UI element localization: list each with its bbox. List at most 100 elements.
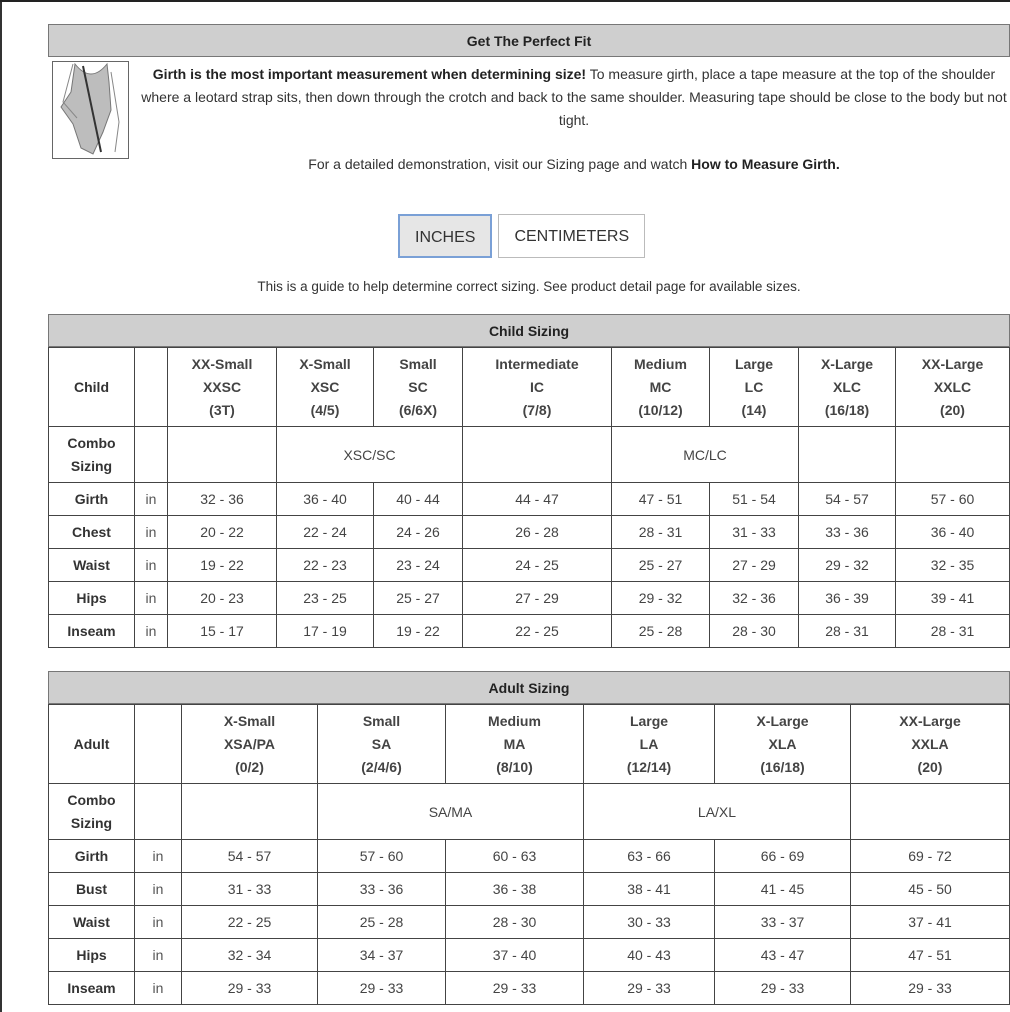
measure-value: 20 - 23 [167,581,277,615]
measure-value: 54 - 57 [798,482,896,516]
measure-value: 32 - 35 [895,548,1010,582]
unit-label: in [134,515,168,549]
combo-label: Combo Sizing [48,783,135,840]
measure-value: 44 - 47 [462,482,612,516]
size-header-line: XLC [833,378,861,395]
size-header-line: (3T) [209,401,235,418]
measure-value: 37 - 41 [850,905,1010,939]
size-header: X-Large XLA (16/18) [714,704,851,784]
unit-label: in [134,938,182,972]
size-header: XX-Large XXLA (20) [850,704,1010,784]
size-header-line: Small [362,712,401,729]
size-header-line: Intermediate [495,355,579,372]
size-header-line: SC [408,378,428,395]
measure-row: Inseam in 15 - 17 17 - 19 19 - 22 22 - 25 25 -… [48,614,1010,648]
measure-value: 31 - 33 [181,872,318,906]
measure-value: 29 - 33 [714,971,851,1005]
measure-value: 69 - 72 [850,839,1010,873]
measure-value: 28 - 31 [798,614,896,648]
size-chart: Get The Perfect Fit Girth is the most im… [48,24,1010,1005]
size-header-line: Large [734,355,774,372]
measure-label: Waist [48,905,135,939]
girth-instructions: Girth is the most important measurement … [138,63,1010,132]
size-header: Medium MC (10/12) [611,347,710,427]
measure-value: 25 - 28 [317,905,446,939]
measure-value: 28 - 31 [611,515,710,549]
measure-value: 29 - 32 [611,581,710,615]
unit-label: in [134,614,168,648]
header-row: Adult X-Small XSA/PA (0/2) Small SA (2/4/6) Med… [48,704,1010,784]
size-header-line: XX-Small [191,355,253,372]
size-header-line: (12/14) [626,758,672,775]
combo-row: Combo Sizing XSC/SC MC/LC [48,426,1010,483]
measure-value: 33 - 37 [714,905,851,939]
combo-cell: LA/XL [583,783,851,840]
combo-cell [167,426,277,483]
measure-value: 26 - 28 [462,515,612,549]
size-header: Small SC (6/6X) [373,347,463,427]
corner-label: Adult [48,704,135,784]
child-sizing-section: Child Sizing Child XX-Small XXSC (3T) X-Smal… [48,314,1010,648]
measure-value: 60 - 63 [445,839,584,873]
combo-cell [798,426,896,483]
size-header-line: XX-Large [899,712,961,729]
measure-value: 36 - 38 [445,872,584,906]
guide-note: This is a guide to help determine correc… [257,279,801,294]
measure-value: 30 - 33 [583,905,715,939]
measure-value: 20 - 22 [167,515,277,549]
measure-value: 40 - 43 [583,938,715,972]
measure-value: 32 - 34 [181,938,318,972]
size-header-line: (14) [741,401,767,418]
measure-value: 23 - 24 [373,548,463,582]
measure-value: 32 - 36 [167,482,277,516]
unit-label: in [134,971,182,1005]
unit-label: in [134,905,182,939]
leotard-girth-illustration [52,61,129,159]
size-header-line: (7/8) [522,401,552,418]
measure-value: 51 - 54 [709,482,799,516]
how-to-measure-link[interactable]: How to Measure Girth. [691,156,840,172]
size-header: XX-Large XXLC (20) [895,347,1010,427]
inches-button[interactable]: INCHES [398,214,493,258]
measure-row: Bust in 31 - 33 33 - 36 36 - 38 38 - 41 41 - 4… [48,872,1010,906]
measure-value: 32 - 36 [709,581,799,615]
measure-value: 29 - 33 [181,971,318,1005]
measure-value: 15 - 17 [167,614,277,648]
measure-label: Hips [48,938,135,972]
unit-label: in [134,872,182,906]
size-header-line: MA [503,735,526,752]
measure-value: 19 - 22 [167,548,277,582]
size-header: XX-Small XXSC (3T) [167,347,277,427]
measure-value: 33 - 36 [317,872,446,906]
unit-label: in [134,548,168,582]
measure-value: 57 - 60 [317,839,446,873]
measure-value: 29 - 33 [317,971,446,1005]
header-row: Child XX-Small XXSC (3T) X-Small XSC (4/5) Smal… [48,347,1010,427]
centimeters-button[interactable]: CENTIMETERS [498,214,646,258]
child-sizing-title: Child Sizing [48,314,1010,347]
adult-sizing-title: Adult Sizing [48,671,1010,704]
measure-label: Inseam [48,971,135,1005]
size-header: Large LA (12/14) [583,704,715,784]
child-sizing-table: Child XX-Small XXSC (3T) X-Small XSC (4/5) Smal… [48,347,1010,648]
combo-unit-empty [134,426,168,483]
combo-cell [850,783,1010,840]
combo-cell [462,426,612,483]
measure-label: Girth [48,482,135,516]
measure-value: 47 - 51 [611,482,710,516]
measure-row: Girth in 32 - 36 36 - 40 40 - 44 44 - 47 47 - … [48,482,1010,516]
size-header-line: LC [744,378,764,395]
measure-value: 27 - 29 [709,548,799,582]
measure-row: Hips in 32 - 34 34 - 37 37 - 40 40 - 43 43 - 4… [48,938,1010,972]
size-header-line: LA [639,735,659,752]
combo-label: Combo Sizing [48,426,135,483]
combo-cell: XSC/SC [276,426,463,483]
measure-label: Bust [48,872,135,906]
measure-value: 25 - 27 [611,548,710,582]
size-header-line: XXLA [911,735,949,752]
size-header-line: (8/10) [496,758,533,775]
measure-row: Inseam in 29 - 33 29 - 33 29 - 33 29 - 33 29 -… [48,971,1010,1005]
measure-label: Girth [48,839,135,873]
size-header-line: (20) [917,758,943,775]
measure-value: 37 - 40 [445,938,584,972]
